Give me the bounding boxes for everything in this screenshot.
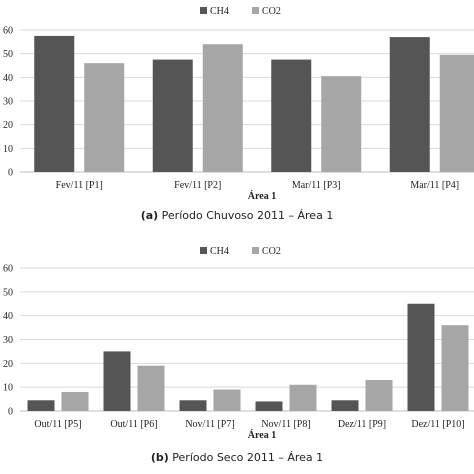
chart2-bar-ch4 — [27, 400, 55, 411]
chart2-bar-ch4 — [255, 401, 283, 411]
chart2-xtick-label: Out/11 [P6] — [110, 419, 157, 430]
chart2-caption-letter: (b) — [151, 451, 169, 464]
chart1-legend-label-ch4: CH4 — [210, 6, 229, 17]
chart2-bar-ch4 — [179, 400, 207, 411]
chart2-ytick-label: 60 — [3, 264, 13, 275]
chart1-caption: (a) Período Chuvoso 2011 – Área 1 — [141, 209, 334, 222]
chart1-bar-co2 — [202, 44, 243, 173]
chart1-bar-ch4 — [271, 59, 312, 173]
chart1-ytick-label: 10 — [3, 144, 13, 155]
chart1-xtick-label: Fev/11 [P1] — [56, 180, 103, 191]
chart2-ytick-label: 10 — [3, 383, 13, 394]
chart1-legend-label-co2: CO2 — [262, 6, 281, 17]
chart1-legend-swatch-co2 — [252, 7, 259, 14]
chart1-bar-ch4 — [389, 37, 430, 172]
chart2-bar-co2 — [213, 389, 241, 411]
chart1-ytick-label: 40 — [3, 73, 13, 84]
chart1-xtick-label: Mar/11 [P4] — [410, 180, 459, 191]
chart2-bar-co2 — [441, 325, 469, 411]
chart1-caption-text: Período Chuvoso 2011 – Área 1 — [158, 209, 333, 222]
chart2-ytick-label: 40 — [3, 311, 13, 322]
chart1-ytick-label: 50 — [3, 49, 13, 60]
chart2-xtick-label: Out/11 [P5] — [34, 419, 81, 430]
chart2-xtick-label: Dez/11 [P10] — [411, 419, 464, 430]
chart1-ytick-label: 0 — [8, 168, 13, 179]
chart1-xtick-label: Fev/11 [P2] — [174, 180, 221, 191]
chart2-bar-co2 — [289, 384, 317, 411]
chart1-ytick-label: 20 — [3, 120, 13, 131]
chart2-caption: (b) Período Seco 2011 – Área 1 — [151, 451, 323, 464]
chart1-ytick-label: 60 — [3, 26, 13, 37]
chart2-bar-ch4 — [331, 400, 359, 411]
chart1-legend-swatch-ch4 — [200, 7, 207, 14]
chart2-bar-ch4 — [103, 351, 131, 411]
chart1-bar-co2 — [321, 76, 362, 172]
chart2-legend-swatch-co2 — [252, 247, 259, 254]
chart1-bar-ch4 — [152, 59, 193, 173]
chart1-bar-co2 — [84, 63, 125, 173]
chart2-ytick-label: 30 — [3, 335, 13, 346]
chart2-x-axis-title: Área 1 — [248, 429, 276, 441]
chart2-xtick-label: Nov/11 [P7] — [185, 419, 234, 430]
chart2-bar-co2 — [365, 380, 393, 411]
chart1-bar-ch4 — [34, 35, 75, 172]
chart2-legend-swatch-ch4 — [200, 247, 207, 254]
chart1-caption-letter: (a) — [141, 209, 158, 222]
chart1-ytick-label: 30 — [3, 97, 13, 108]
chart2-legend-label-co2: CO2 — [262, 246, 281, 257]
chart2-legend-label-ch4: CH4 — [210, 246, 229, 257]
chart1-xtick-label: Mar/11 [P3] — [292, 180, 341, 191]
chart2-xtick-label: Nov/11 [P8] — [261, 419, 310, 430]
chart1-bar-co2 — [439, 54, 474, 172]
chart2-ytick-label: 0 — [8, 407, 13, 418]
chart2-ytick-label: 20 — [3, 359, 13, 370]
chart2-bar-ch4 — [407, 303, 435, 411]
chart2-caption-text: Período Seco 2011 – Área 1 — [169, 451, 323, 464]
chart2-bar-co2 — [61, 391, 89, 411]
chart1-x-axis-title: Área 1 — [248, 190, 276, 202]
chart2-xtick-label: Dez/11 [P9] — [338, 419, 386, 430]
chart2-ytick-label: 50 — [3, 287, 13, 298]
chart2-bar-co2 — [137, 365, 165, 411]
